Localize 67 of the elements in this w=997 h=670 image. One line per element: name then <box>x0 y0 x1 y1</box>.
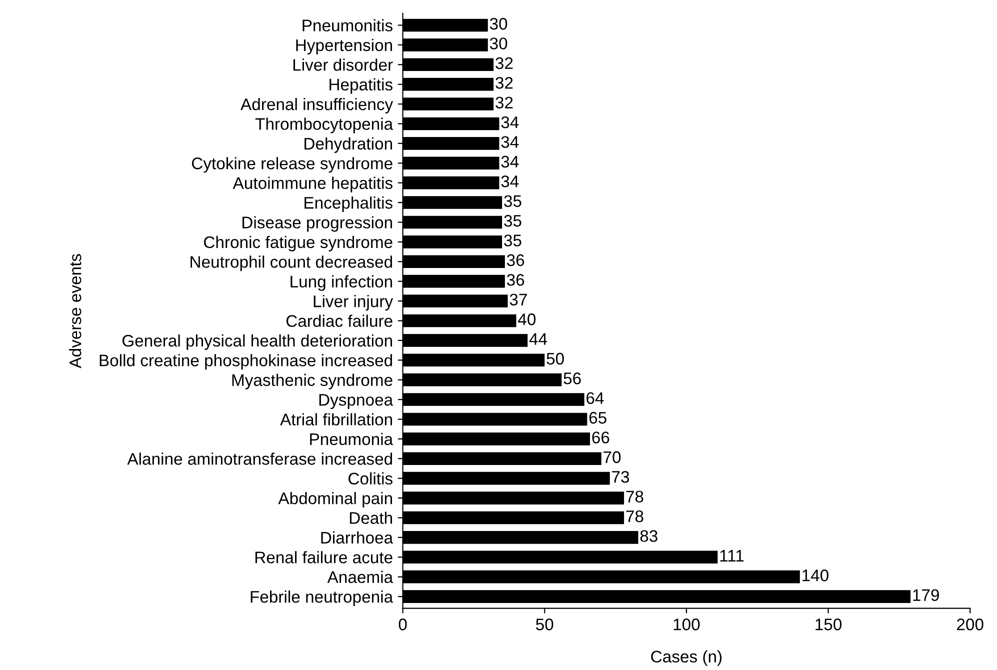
y-tick-label: Diarrhoea <box>321 531 394 544</box>
y-tick-label: Cytokine release syndrome <box>192 157 392 173</box>
x-tick-label: 0 <box>398 618 407 630</box>
data-label: 30 <box>490 38 508 50</box>
data-label: 32 <box>496 76 513 89</box>
data-label: 37 <box>510 294 527 306</box>
data-label: 78 <box>626 490 644 503</box>
y-tick-label: Abdominal pain <box>278 492 392 508</box>
data-label: 36 <box>506 274 524 286</box>
data-label: 34 <box>501 136 519 148</box>
y-tick-label: Hepatitis <box>330 78 392 94</box>
y-tick-label: Colitis <box>348 472 392 485</box>
x-tick-label: 150 <box>816 618 842 630</box>
y-tick-label: Death <box>350 512 392 524</box>
data-label: 34 <box>501 156 519 168</box>
data-label: 56 <box>564 372 581 384</box>
y-tick-label: Pneumonitis <box>302 19 392 32</box>
y-tick-label: Encephalitis <box>304 196 392 212</box>
x-tick-label: 100 <box>674 618 700 630</box>
data-label: 83 <box>640 530 658 542</box>
y-tick-label: Pneumonia <box>310 432 394 446</box>
y-tick-label: Autoimmune hepatitis <box>232 176 392 192</box>
y-tick-label: Hypertension <box>296 38 392 54</box>
y-tick-label: Disease progression <box>242 216 392 232</box>
y-tick-label: Chronic fatigue syndrome <box>204 236 392 252</box>
data-label: 66 <box>592 432 610 444</box>
y-tick-label: Dyspnoea <box>319 394 394 410</box>
data-label: 65 <box>589 412 606 424</box>
y-tick-label: Neutrophil count decreased <box>190 256 392 272</box>
y-tick-label: Renal failure acute <box>255 551 392 564</box>
data-label: 111 <box>720 550 744 562</box>
data-label: 32 <box>496 57 513 70</box>
data-label: 70 <box>604 451 621 464</box>
y-tick-label: Liver disorder <box>293 58 393 71</box>
data-label: 30 <box>490 18 508 30</box>
data-label: 50 <box>546 352 564 365</box>
data-label: 78 <box>626 510 644 522</box>
y-tick-label: Atrial fibrillation <box>280 413 392 426</box>
y-tick-label: Alanine aminotransferase increased <box>127 452 392 465</box>
y-tick-label: Bolld creatine phosphokinase increased <box>100 354 392 370</box>
data-label: 64 <box>586 392 604 404</box>
y-tick-label: Lung infection <box>290 275 392 291</box>
y-tick-label: General physical health deterioration <box>122 334 392 350</box>
data-label: 34 <box>501 116 519 128</box>
y-tick-label: Dehydration <box>304 137 392 153</box>
data-label: 179 <box>913 589 939 602</box>
data-label: 73 <box>612 471 630 483</box>
y-tick-label: Myasthenic syndrome <box>232 374 392 390</box>
y-tick-label: Liver injury <box>314 294 394 311</box>
y-tick-label: Thrombocytopenia <box>255 118 394 134</box>
x-axis-title: Cases (n) <box>651 650 722 666</box>
data-label: 34 <box>501 176 519 188</box>
data-label: 36 <box>506 254 524 266</box>
data-label: 35 <box>504 234 522 246</box>
y-tick-label: Cardiac failure <box>286 314 392 327</box>
y-axis-title: Adverse events <box>69 254 82 368</box>
x-tick-label: 200 <box>957 618 984 630</box>
x-tick-label: 50 <box>536 618 554 630</box>
y-tick-label: Febrile neutropenia <box>250 590 394 606</box>
y-tick-label: Anaemia <box>327 570 394 584</box>
data-label: 40 <box>518 313 536 326</box>
data-label: 35 <box>504 214 522 227</box>
data-label: 32 <box>496 96 513 108</box>
data-label: 140 <box>802 570 828 582</box>
data-label: 35 <box>504 195 522 207</box>
y-tick-label: Adrenal insufficiency <box>240 98 394 114</box>
data-label: 44 <box>529 333 548 345</box>
